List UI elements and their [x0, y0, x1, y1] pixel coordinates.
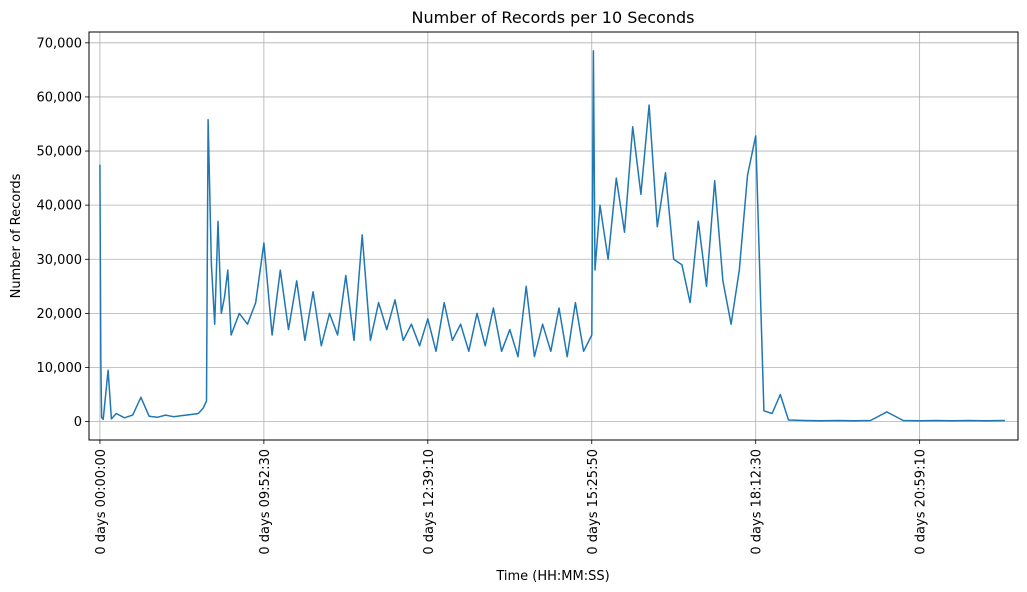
y-tick-label: 10,000	[37, 361, 83, 376]
y-tick-label: 40,000	[37, 199, 83, 214]
y-tick-label: 70,000	[37, 36, 83, 51]
y-axis: 0 10,000 20,000 30,000 40,000 50,000 60,000 70,…	[37, 36, 89, 430]
plot-background	[89, 32, 1018, 440]
series-line	[99, 50, 1005, 422]
grid	[89, 32, 1018, 440]
x-tick-label: 0 days 12:39:10	[422, 449, 437, 555]
plot-frame	[88, 31, 1019, 441]
x-axis: 0 days 00:00:00 0 days 09:52:30 0 days 12:…	[94, 440, 929, 555]
y-tick-label: 0	[74, 415, 82, 430]
y-tick-label: 50,000	[37, 145, 83, 160]
y-axis-label: Number of Records	[9, 173, 24, 298]
y-tick-label: 20,000	[37, 307, 83, 322]
x-tick-label: 0 days 18:12:30	[750, 449, 765, 555]
series-layer	[99, 50, 1005, 422]
x-tick-label: 0 days 00:00:00	[94, 449, 109, 555]
x-tick-label: 0 days 20:59:10	[914, 449, 929, 555]
y-tick-label: 30,000	[37, 253, 83, 268]
x-tick-label: 0 days 09:52:30	[258, 449, 273, 555]
x-tick-label: 0 days 15:25:50	[586, 449, 601, 555]
y-tick-label: 60,000	[37, 90, 83, 105]
chart-title: Number of Records per 10 Seconds	[412, 8, 695, 27]
x-axis-label: Time (HH:MM:SS)	[495, 569, 609, 584]
